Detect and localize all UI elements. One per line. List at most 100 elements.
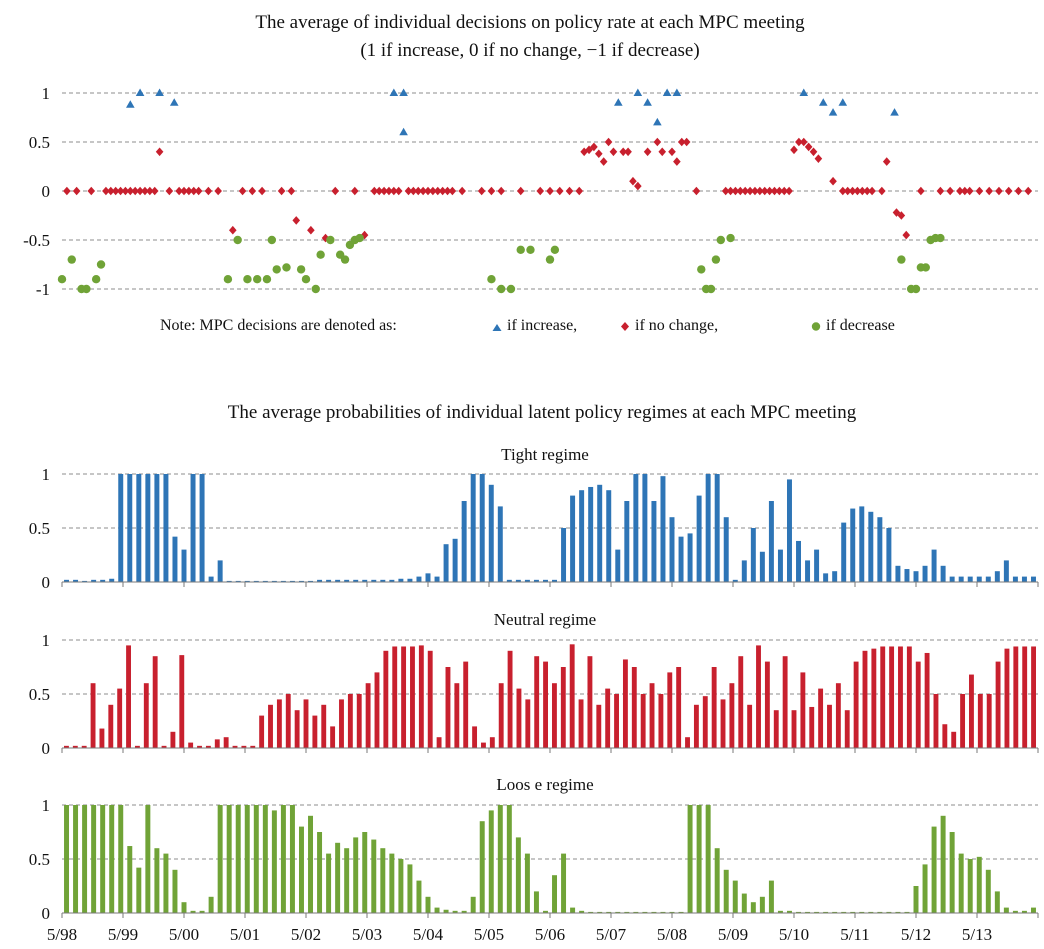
bar xyxy=(841,522,847,582)
bar xyxy=(651,501,657,582)
bar xyxy=(303,699,309,748)
point-decrease xyxy=(96,260,106,269)
point-nochange xyxy=(292,216,301,225)
bar xyxy=(90,683,96,748)
bar xyxy=(356,694,362,748)
bar xyxy=(443,544,449,582)
bar xyxy=(579,910,585,913)
bar xyxy=(958,853,964,913)
bar xyxy=(398,859,404,913)
panel-title: Loos e regime xyxy=(496,775,593,794)
bar xyxy=(827,704,832,748)
point-nochange xyxy=(736,186,745,196)
top-y-tick-label: 1 xyxy=(42,84,51,103)
bar xyxy=(533,579,539,582)
point-nochange xyxy=(956,186,964,196)
bar xyxy=(570,495,576,582)
bar xyxy=(515,837,521,913)
bar xyxy=(862,650,868,748)
bar xyxy=(967,576,973,582)
bar xyxy=(850,911,856,913)
point-nochange xyxy=(634,181,642,191)
point-nochange xyxy=(424,186,432,196)
bar xyxy=(814,549,820,582)
bottom-chart-title: The average probabilities of individual … xyxy=(228,402,857,423)
point-increase xyxy=(799,88,809,96)
panel-y-tick-label: 0 xyxy=(42,739,51,758)
bar xyxy=(82,805,88,913)
point-increase xyxy=(126,100,135,108)
point-nochange xyxy=(731,186,740,196)
point-nochange xyxy=(897,211,906,220)
point-nochange xyxy=(682,137,691,147)
bar xyxy=(117,688,123,748)
bar xyxy=(642,474,648,582)
bar xyxy=(244,580,250,582)
point-nochange xyxy=(882,157,891,166)
bar xyxy=(777,549,783,582)
bar xyxy=(371,839,377,913)
bar xyxy=(533,891,539,913)
point-decrease xyxy=(267,235,277,245)
bar xyxy=(922,864,928,913)
bar xyxy=(796,540,802,582)
point-nochange xyxy=(609,147,618,157)
bar xyxy=(723,869,729,913)
point-nochange xyxy=(936,186,945,196)
point-nochange xyxy=(751,186,759,196)
bar xyxy=(152,656,158,748)
bar xyxy=(877,911,883,913)
bar xyxy=(940,815,946,913)
top-y-tick-label: 0 xyxy=(42,182,51,201)
bar xyxy=(669,517,675,582)
bar xyxy=(383,650,389,748)
point-decrease xyxy=(57,275,67,284)
bar xyxy=(985,576,991,582)
bar xyxy=(392,646,398,748)
bar xyxy=(365,683,371,748)
bar xyxy=(633,474,639,582)
point-nochange xyxy=(756,186,764,196)
x-tick-label: 5/98 xyxy=(47,925,77,944)
point-nochange xyxy=(1004,186,1013,196)
bar xyxy=(678,536,684,582)
top-y-tick-label: -1 xyxy=(36,280,50,299)
bar xyxy=(1030,907,1036,913)
legend-decrease-marker xyxy=(811,322,821,331)
bar xyxy=(64,579,70,582)
bar xyxy=(759,896,765,913)
bar xyxy=(569,644,575,748)
bar xyxy=(298,826,304,913)
point-nochange xyxy=(433,186,442,196)
x-tick-label: 5/09 xyxy=(718,925,748,944)
bar xyxy=(524,579,530,582)
bar xyxy=(633,911,639,913)
point-increase xyxy=(633,88,643,96)
bar xyxy=(933,694,939,748)
point-decrease xyxy=(67,255,76,264)
point-nochange xyxy=(746,186,754,196)
x-tick-label: 5/12 xyxy=(901,925,931,944)
point-nochange xyxy=(677,137,686,147)
point-nochange xyxy=(863,186,871,196)
bar xyxy=(321,704,327,748)
bar xyxy=(587,656,593,748)
bar xyxy=(268,704,273,748)
point-decrease xyxy=(697,265,706,274)
bar xyxy=(507,650,513,748)
bar xyxy=(782,656,788,748)
bar xyxy=(136,474,142,582)
legend-nochange-label: if no change, xyxy=(635,317,718,334)
bar xyxy=(516,688,522,748)
bar xyxy=(1003,907,1009,913)
point-nochange xyxy=(136,186,144,196)
point-nochange xyxy=(370,186,379,196)
bar xyxy=(214,739,220,748)
bar xyxy=(253,805,259,913)
bar xyxy=(436,737,442,748)
bar xyxy=(416,576,422,582)
bar xyxy=(259,715,265,748)
point-increase xyxy=(828,108,838,116)
point-nochange xyxy=(331,186,340,196)
bar xyxy=(308,815,314,913)
